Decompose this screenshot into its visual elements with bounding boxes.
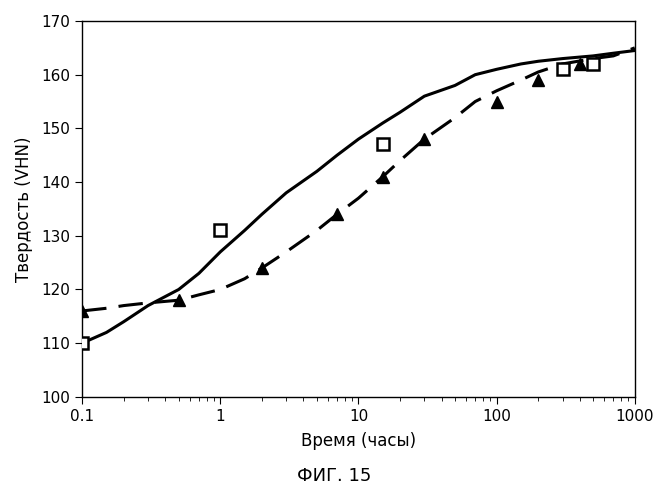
X-axis label: Время (часы): Время (часы) (301, 432, 416, 450)
Y-axis label: Твердость (VHN): Твердость (VHN) (15, 136, 33, 282)
Text: ФИГ. 15: ФИГ. 15 (297, 467, 372, 485)
